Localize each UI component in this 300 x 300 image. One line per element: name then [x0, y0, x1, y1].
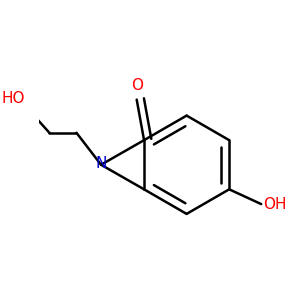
Text: O: O: [131, 79, 143, 94]
Text: OH: OH: [264, 196, 287, 211]
Text: HO: HO: [2, 91, 25, 106]
Text: N: N: [95, 156, 107, 171]
